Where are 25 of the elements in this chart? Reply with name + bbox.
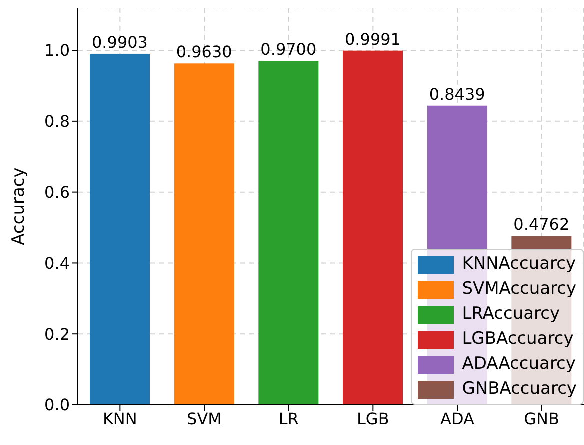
y-tick-label: 0.0 bbox=[44, 396, 70, 415]
y-tick-label: 0.8 bbox=[44, 112, 70, 132]
data-label: 0.9991 bbox=[345, 30, 401, 49]
y-tick-label: 0.2 bbox=[44, 324, 70, 344]
legend-label: GNBAccuarcy bbox=[462, 378, 577, 401]
legend-label: LGBAccuarcy bbox=[462, 328, 574, 351]
y-tick-label: 1.0 bbox=[44, 41, 70, 60]
y-axis-title: Accuracy bbox=[9, 168, 30, 246]
legend-label: KNNAccuarcy bbox=[462, 253, 576, 276]
x-tick-label: SVM bbox=[187, 409, 222, 428]
legend-label: LRAccuarcy bbox=[462, 303, 560, 326]
legend-label: ADAAccuarcy bbox=[462, 353, 576, 376]
y-tick-label: 0.4 bbox=[44, 254, 70, 273]
x-tick-label: LR bbox=[278, 409, 299, 428]
x-tick-label: ADA bbox=[440, 409, 475, 428]
data-label: 0.9903 bbox=[92, 32, 148, 52]
legend-label: SVMAccuarcy bbox=[462, 278, 577, 301]
x-tick-label: GNB bbox=[524, 409, 560, 428]
data-label: 0.9630 bbox=[176, 42, 232, 62]
data-label: 0.4762 bbox=[514, 215, 570, 234]
x-tick-label: KNN bbox=[102, 409, 138, 428]
data-label: 0.9700 bbox=[260, 40, 317, 60]
data-label: 0.8439 bbox=[429, 84, 486, 104]
y-tick-label: 0.6 bbox=[44, 183, 70, 202]
x-tick-label: LGB bbox=[357, 409, 390, 428]
